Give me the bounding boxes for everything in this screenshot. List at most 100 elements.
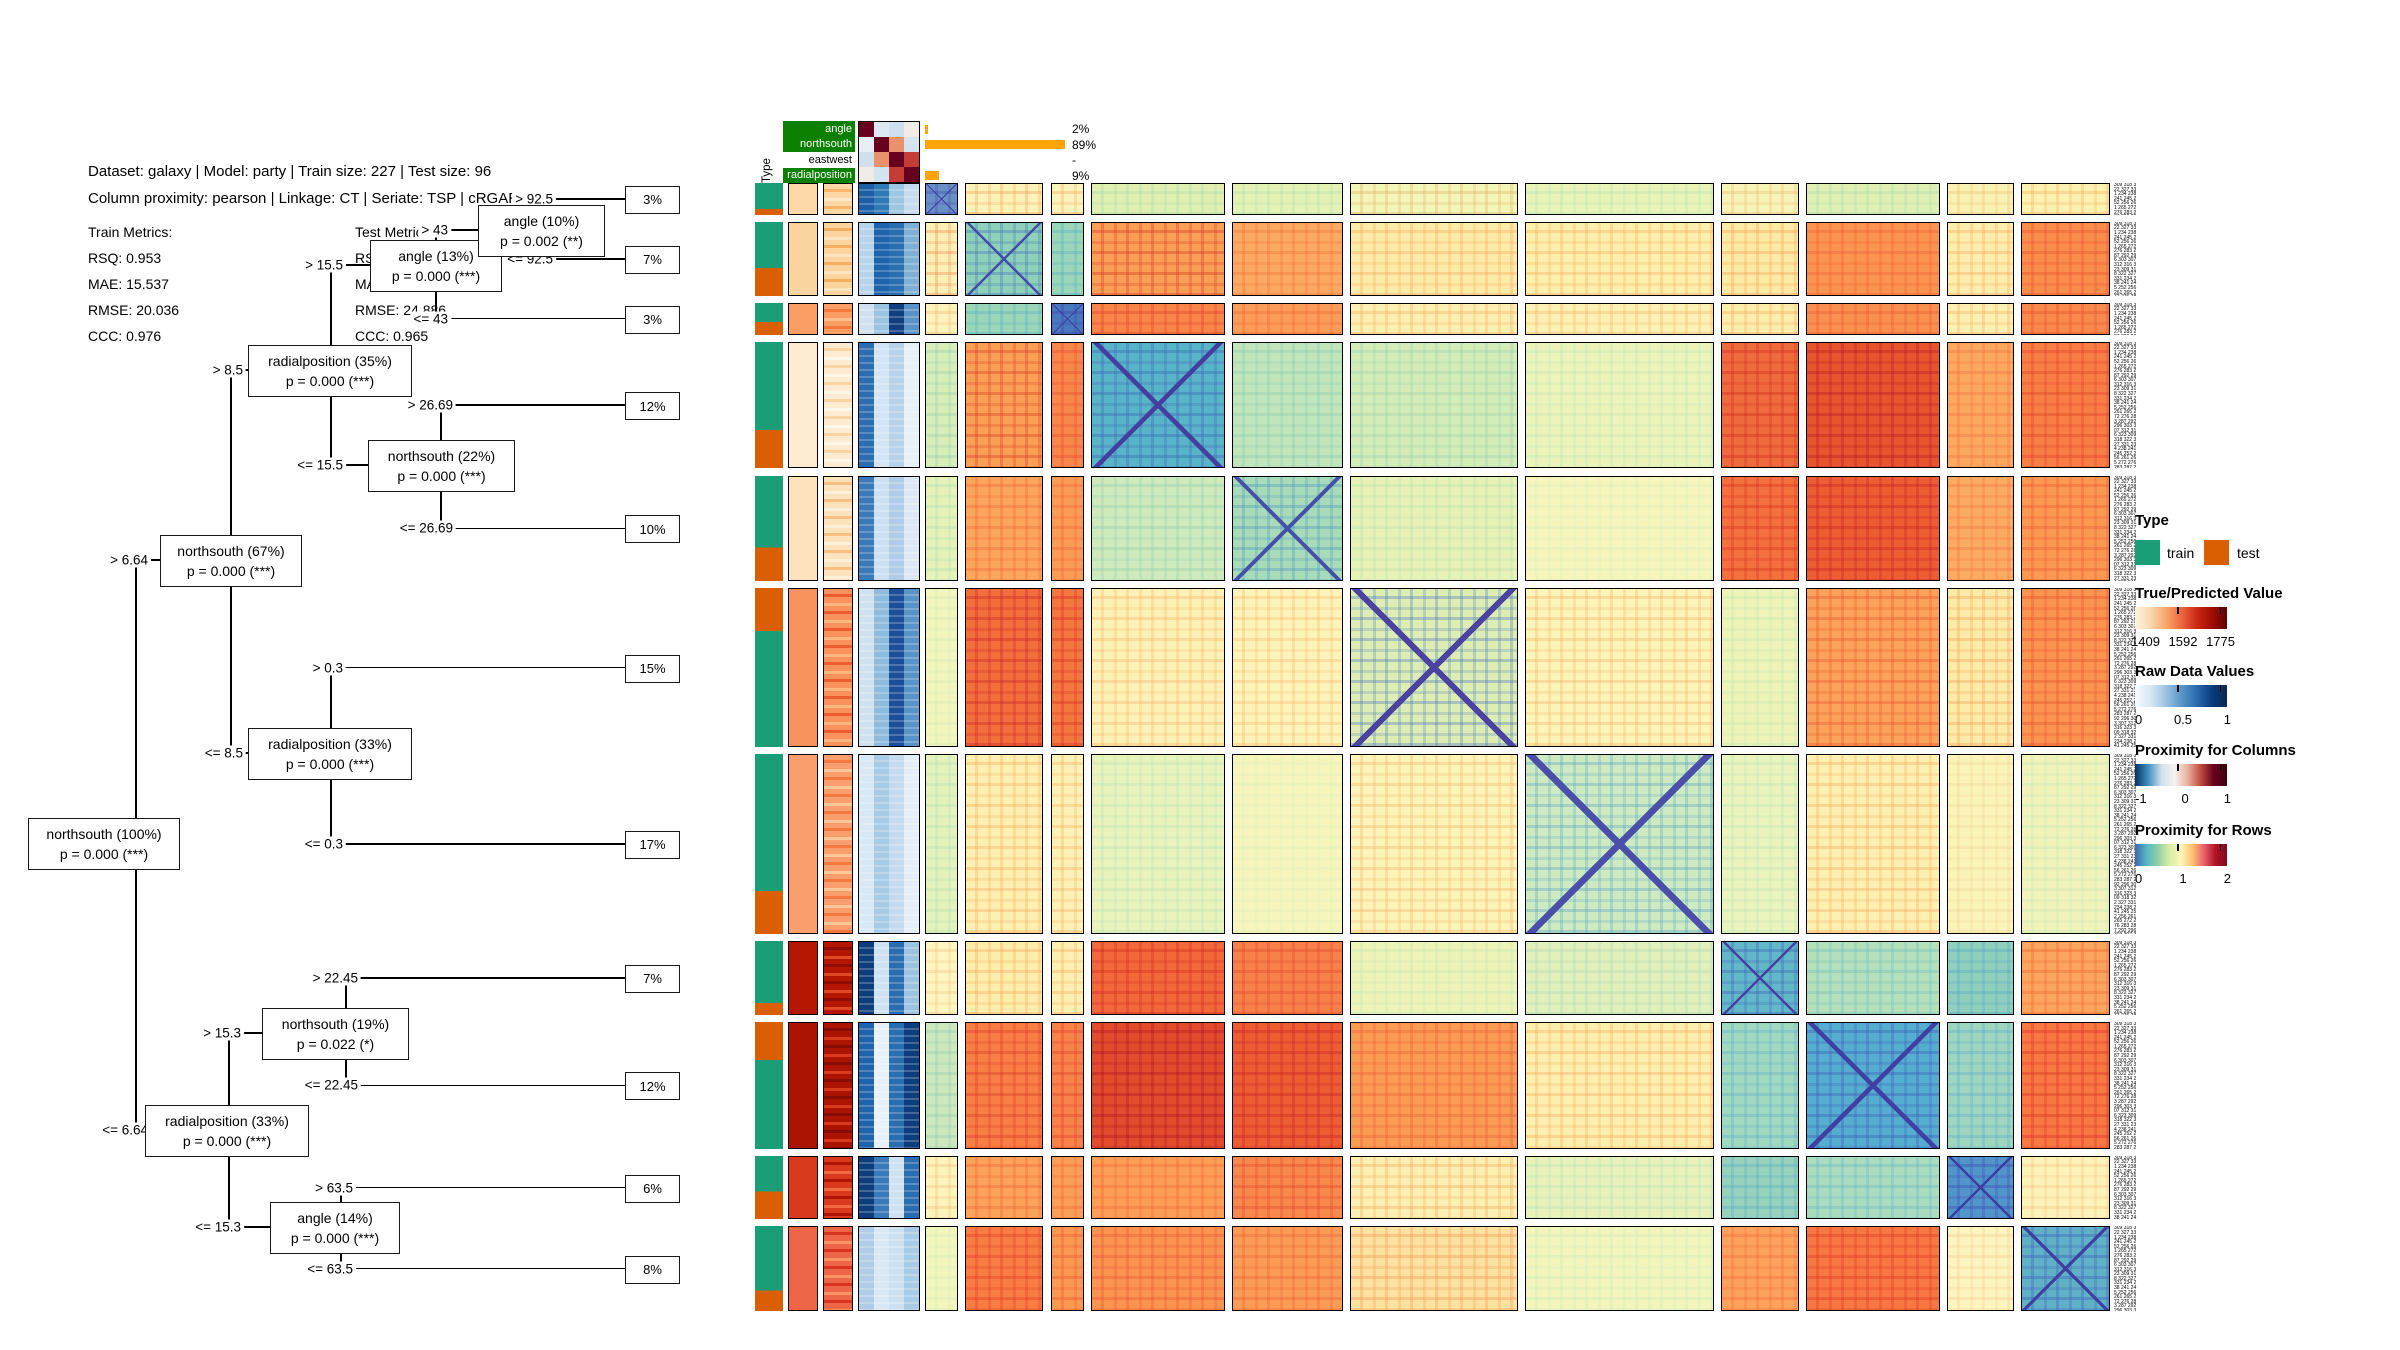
predicted-value-row-10 (788, 1226, 818, 1311)
raw-data-row-8 (858, 1021, 920, 1149)
type-strip-row-3 (755, 341, 783, 469)
proximity-cell-r9-c1 (965, 1155, 1044, 1220)
tree-node-pvalue: p = 0.000 (***) (397, 468, 486, 484)
tree-edge-label: > 0.3 (309, 660, 346, 676)
proximity-columns-colorbar (2135, 764, 2227, 786)
row-ids-strip: 309 318 322 327 331 234 238 241 245 252 … (2114, 940, 2137, 1015)
proximity-cell-r6-c8 (1806, 754, 1940, 934)
feature-label-radialposition: radialposition (783, 167, 855, 183)
proximity-cell-r5-c4 (1231, 588, 1344, 747)
predicted-value-row-2 (788, 302, 818, 335)
proximity-cell-r3-c7 (1721, 341, 1800, 469)
proximity-cell-r7-c3 (1090, 940, 1225, 1015)
tree-node-n22: northsouth (22%) p = 0.000 (***) (368, 440, 515, 492)
train-swatch (2135, 540, 2160, 565)
proximity-cell-r0-c6 (1524, 183, 1715, 215)
proximity-cell-r1-c8 (1806, 221, 1940, 296)
proximity-cell-r10-c3 (1090, 1226, 1225, 1311)
tree-edge-vline (340, 1252, 342, 1269)
proximity-cell-r6-c3 (1090, 754, 1225, 934)
tree-edge-vline (230, 370, 232, 535)
proximity-cell-r4-c5 (1350, 475, 1518, 582)
proximity-cell-r1-c10 (2020, 221, 2110, 296)
proximity-cell-r0-c0 (925, 183, 959, 215)
proximity-cell-r5-c9 (1946, 588, 2014, 747)
row-ids-strip: 309 318 322 327 331 234 238 241 245 252 … (2114, 475, 2137, 582)
predicted-value-row-8 (788, 1021, 818, 1149)
tree-node-label: northsouth (19%) (281, 1015, 390, 1032)
tree-edge-label: <= 6.64 (99, 1122, 151, 1138)
proximity-cell-r4-c10 (2020, 475, 2110, 582)
column-proximity-cell (889, 122, 904, 137)
type-strip-row-8 (755, 1021, 783, 1149)
column-proximity-cell (859, 152, 874, 167)
proximity-cell-r8-c8 (1806, 1021, 1940, 1149)
proximity-cell-r9-c4 (1231, 1155, 1344, 1220)
tree-edge-vline (135, 560, 137, 818)
proximity-cell-r4-c8 (1806, 475, 1940, 582)
predicted-value-row-3 (788, 341, 818, 469)
proximity-cell-r10-c8 (1806, 1226, 1940, 1311)
tree-edge-vline (228, 1033, 230, 1105)
leaf-percentage: 6% (643, 1181, 662, 1197)
proximity-cell-r1-c7 (1721, 221, 1800, 296)
proximity-cell-r6-c10 (2020, 754, 2110, 934)
leaf-percentage: 15% (639, 661, 666, 677)
proximity-cell-r10-c9 (1946, 1226, 2014, 1311)
tree-edge-label: <= 43 (410, 311, 451, 327)
raw-colorbar (2135, 685, 2227, 707)
column-proximity-cell (859, 167, 874, 182)
leaf-percentage: 3% (643, 192, 662, 208)
proximity-cell-r1-c1 (965, 221, 1044, 296)
importance-value-angle: 2% (1072, 122, 1090, 136)
column-proximity-cell (904, 122, 919, 137)
true-value-row-4 (823, 475, 853, 582)
proximity-cell-r3-c3 (1090, 341, 1225, 469)
raw-data-row-9 (858, 1155, 920, 1220)
proximity-cell-r8-c5 (1350, 1021, 1518, 1149)
proximity-cell-r10-c2 (1050, 1226, 1084, 1311)
column-proximity-cell (874, 152, 889, 167)
row-ids-strip: 309 318 322 327 331 234 238 241 245 252 … (2114, 302, 2137, 335)
column-proximity-cell (874, 122, 889, 137)
tree-node-pvalue: p = 0.002 (**) (500, 233, 583, 249)
proximity-cell-r8-c7 (1721, 1021, 1800, 1149)
proximity-cell-r7-c6 (1524, 940, 1715, 1015)
tree-edge-hline (435, 317, 625, 320)
tree-edge-hline (440, 527, 625, 530)
tree-node-pvalue: p = 0.022 (*) (296, 1036, 375, 1052)
tree-node-pvalue: p = 0.000 (***) (59, 846, 149, 862)
proximity-cell-r0-c2 (1050, 183, 1084, 215)
tree-node-n33lo: radialposition (33%) p = 0.000 (***) (145, 1105, 309, 1157)
tree-edge-label: > 6.64 (107, 552, 151, 568)
proximity-cell-r1-c0 (925, 221, 959, 296)
proximity-cell-r1-c4 (1231, 221, 1344, 296)
proximity-cell-r2-c0 (925, 302, 959, 335)
column-proximity-matrix (858, 121, 920, 183)
proximity-cell-r0-c1 (965, 183, 1044, 215)
proximity-cell-r2-c1 (965, 302, 1044, 335)
type-column-title: Type (761, 158, 773, 183)
proximity-cell-r0-c4 (1231, 183, 1344, 215)
raw-data-row-2 (858, 302, 920, 335)
tick-label: 2 (2223, 871, 2231, 886)
tree-edge-vline (330, 395, 332, 465)
proximity-cell-r7-c7 (1721, 940, 1800, 1015)
leaf-percentage: 3% (643, 312, 662, 328)
proximity-cell-r8-c10 (2020, 1021, 2110, 1149)
tick-label: 0 (2135, 712, 2143, 727)
raw-data-row-4 (858, 475, 920, 582)
proximity-cell-r7-c4 (1231, 940, 1344, 1015)
row-ids-strip: 309 318 322 327 331 234 238 241 245 252 … (2114, 1155, 2137, 1220)
leaf-percentage: 17% (639, 837, 666, 853)
tree-node-label: angle (13%) (398, 247, 474, 264)
proximity-cell-r5-c6 (1524, 588, 1715, 747)
tick-label: 1 (2223, 712, 2231, 727)
tree-leaf-4: 10% (625, 515, 680, 544)
tick-label: 0.5 (2173, 712, 2193, 727)
proximity-cell-r2-c10 (2020, 302, 2110, 335)
type-strip-row-1 (755, 221, 783, 296)
raw-data-row-6 (858, 754, 920, 934)
proximity-cell-r6-c2 (1050, 754, 1084, 934)
proximity-cell-r8-c1 (965, 1021, 1044, 1149)
